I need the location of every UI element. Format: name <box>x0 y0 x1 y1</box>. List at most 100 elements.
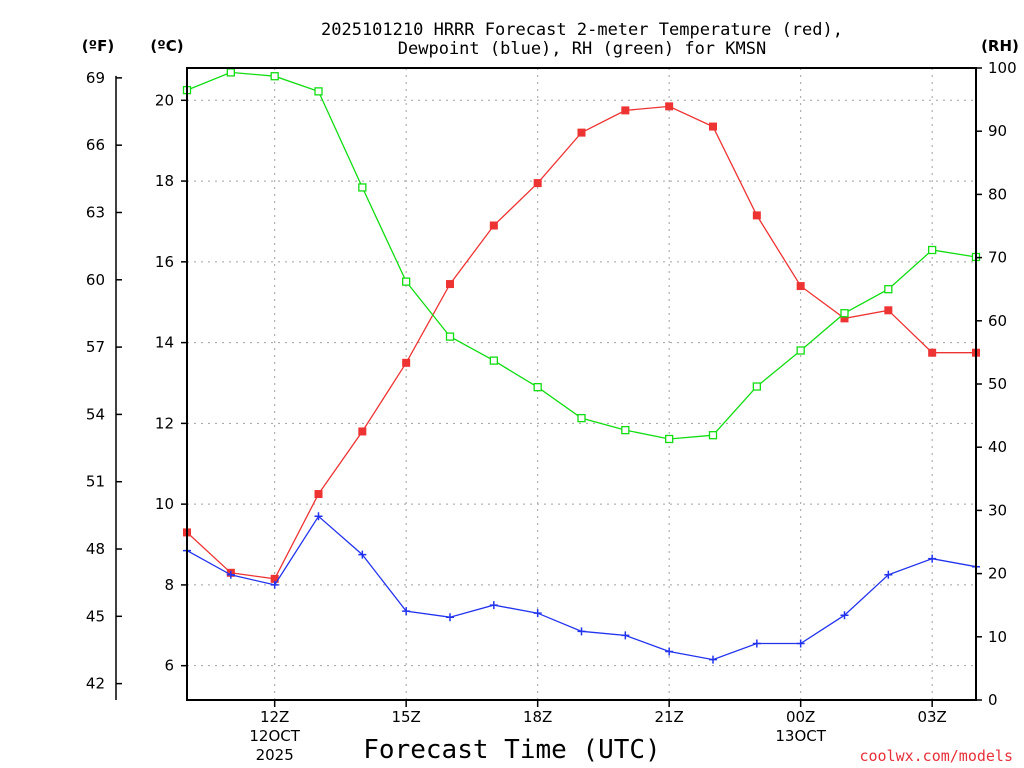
rh-tick-label: 60 <box>988 312 1007 330</box>
temperature-line <box>186 105 976 580</box>
relative-humidity-point <box>621 425 630 435</box>
celsius-unit-label: (ºC) <box>150 37 183 55</box>
fahrenheit-tick-label: 51 <box>86 473 105 491</box>
rh-tick-label: 40 <box>988 438 1007 456</box>
x-tick-label: 13OCT <box>775 727 826 745</box>
dewpoint-point <box>928 554 937 563</box>
dewpoint-point <box>402 607 411 616</box>
fahrenheit-tick-label: 57 <box>86 338 105 356</box>
dewpoint-point <box>533 609 542 618</box>
rh-tick-label: 10 <box>988 628 1007 646</box>
chart-title-line-2: Dewpoint (blue), RH (green) for KMSN <box>398 39 766 59</box>
dewpoint-point <box>226 570 235 579</box>
temperature-point <box>446 280 454 289</box>
temperature-point <box>752 211 761 220</box>
x-tick-label: 03Z <box>917 708 946 726</box>
fahrenheit-tick-label: 60 <box>86 271 105 289</box>
celsius-tick-label: 16 <box>155 253 174 271</box>
dewpoint-point <box>314 512 323 521</box>
plot-frame <box>186 67 977 701</box>
grid-lines <box>187 68 976 700</box>
rh-tick-label: 30 <box>988 501 1007 519</box>
fahrenheit-tick-label: 63 <box>86 203 105 221</box>
rh-tick-label: 90 <box>988 122 1007 140</box>
relative-humidity-point <box>533 383 542 392</box>
relative-humidity-point <box>665 434 674 444</box>
temperature-point <box>314 490 323 499</box>
relative-humidity-point <box>226 68 235 77</box>
fahrenheit-tick-label: 48 <box>86 540 105 558</box>
dewpoint-series <box>183 512 980 664</box>
temperature-point <box>489 221 498 230</box>
dewpoint-point <box>752 639 761 648</box>
dewpoint-point <box>621 631 630 640</box>
rh-tick-label: 70 <box>988 249 1007 267</box>
relative-humidity-line <box>186 71 977 440</box>
x-tick-label: 12Z <box>260 708 289 726</box>
celsius-tick-label: 8 <box>164 576 174 594</box>
temperature-point <box>402 358 411 367</box>
relative-humidity-series <box>182 68 981 444</box>
temperature-point <box>621 106 630 115</box>
celsius-tick-label: 18 <box>155 172 174 190</box>
chart-title-line-1: 2025101210 HRRR Forecast 2-meter Tempera… <box>321 20 843 40</box>
celsius-tick-label: 10 <box>155 495 174 513</box>
relative-humidity-point <box>752 382 761 391</box>
axes: 6 8 10 12 14 16 18 20 42 45 48 51 54 57 60 63 66 69 0 10 20 3… <box>86 59 1017 764</box>
dewpoint-point <box>665 647 674 656</box>
dewpoint-point <box>358 550 367 559</box>
rh-tick-label: 20 <box>988 565 1007 583</box>
temperature-point <box>533 179 542 188</box>
fahrenheit-tick-label: 54 <box>86 405 105 423</box>
temperature-point <box>796 282 805 291</box>
relative-humidity-point <box>796 346 805 355</box>
relative-humidity-point <box>708 431 718 440</box>
x-tick-label: 2025 <box>256 746 294 764</box>
celsius-tick-label: 12 <box>155 414 174 432</box>
fahrenheit-unit-label: (ºF) <box>82 37 114 55</box>
dewpoint-point <box>270 580 279 589</box>
dewpoint-point <box>884 570 893 579</box>
dewpoint-point <box>796 639 805 648</box>
relative-humidity-point <box>884 285 893 294</box>
temperature-point <box>840 314 849 323</box>
dewpoint-line <box>186 515 977 661</box>
temperature-point <box>358 427 367 436</box>
temperature-point <box>928 348 937 357</box>
x-tick-label: 15Z <box>391 708 420 726</box>
celsius-tick-label: 6 <box>164 657 174 675</box>
temperature-point <box>665 102 674 111</box>
relative-humidity-point <box>445 332 455 341</box>
rh-tick-label: 100 <box>988 59 1017 77</box>
dewpoint-point <box>840 611 849 620</box>
temperature-point <box>577 128 586 137</box>
temperature-point <box>270 574 279 583</box>
rh-tick-label: 50 <box>988 375 1007 393</box>
x-tick-label: 00Z <box>786 708 815 726</box>
dewpoint-point <box>577 627 586 636</box>
relative-humidity-point <box>270 72 279 81</box>
celsius-tick-label: 20 <box>155 91 174 109</box>
relative-humidity-point <box>314 87 323 96</box>
data-series <box>182 68 981 664</box>
relative-humidity-point <box>928 245 937 255</box>
temperature-point <box>709 122 717 131</box>
relative-humidity-point <box>577 413 586 423</box>
relative-humidity-point <box>840 309 849 318</box>
celsius-tick-label: 14 <box>155 334 174 352</box>
fahrenheit-tick-label: 69 <box>86 69 105 87</box>
dewpoint-point <box>709 655 717 664</box>
x-tick-label: 18Z <box>523 708 552 726</box>
relative-humidity-point <box>489 356 498 365</box>
rh-unit-label: (RH) <box>981 37 1019 55</box>
dewpoint-point <box>446 613 454 622</box>
relative-humidity-point <box>358 183 367 192</box>
temperature-point <box>884 306 893 315</box>
rh-tick-label: 80 <box>988 185 1007 203</box>
fahrenheit-tick-label: 45 <box>86 607 105 625</box>
dewpoint-point <box>489 601 498 610</box>
relative-humidity-point <box>402 277 411 286</box>
x-axis-title: Forecast Time (UTC) <box>363 735 660 765</box>
fahrenheit-tick-label: 66 <box>86 136 105 154</box>
